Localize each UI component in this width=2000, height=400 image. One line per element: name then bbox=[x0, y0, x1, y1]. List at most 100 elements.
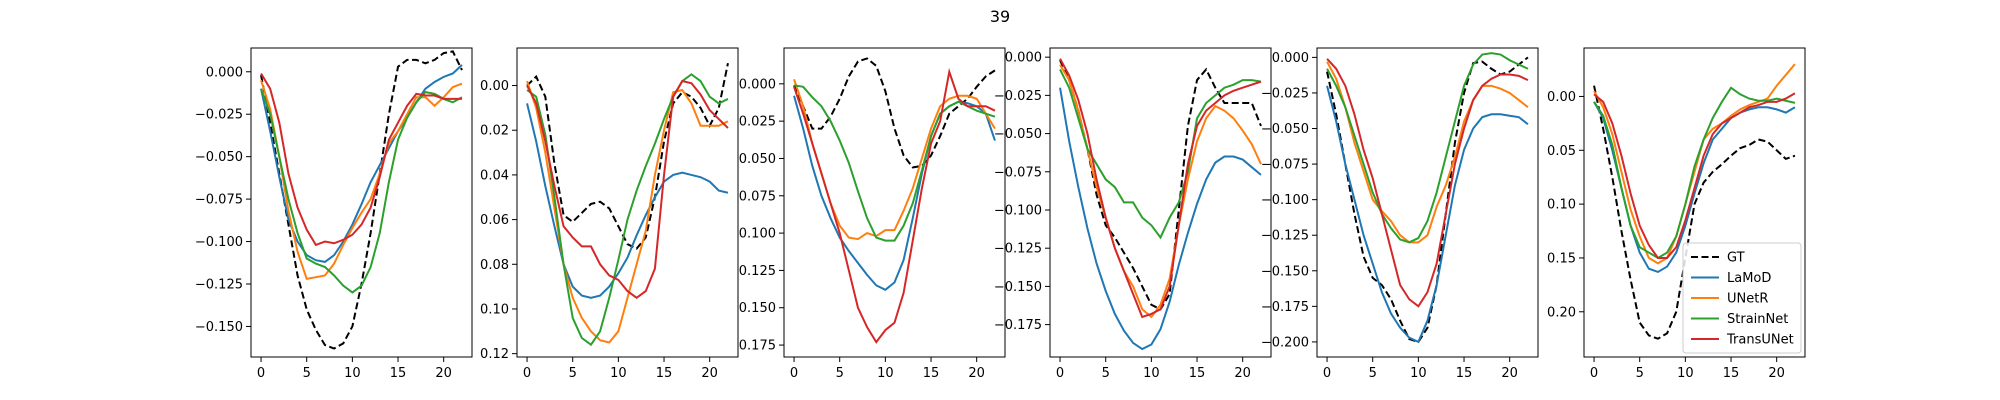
legend-label-transunet: TransUNet bbox=[1726, 333, 1794, 348]
series-line-transunet bbox=[260, 72, 462, 247]
series-line-strainnet bbox=[1326, 52, 1529, 244]
series-line-gt bbox=[1059, 59, 1262, 311]
x-tick-label: 20 bbox=[1501, 366, 1518, 381]
y-tick-label: −0.025 bbox=[195, 108, 243, 123]
y-tick-label: 0.05 bbox=[1547, 144, 1576, 159]
subplot-5: 0 5 10 15 20 0.000 −0.025 −0.050 −0.075 −0.100 −0.… bbox=[1261, 47, 1539, 381]
x-tick-label: 10 bbox=[610, 366, 627, 381]
series-line-strainnet bbox=[1059, 68, 1262, 240]
x-tick-label: 15 bbox=[1456, 366, 1473, 381]
series-line-gt bbox=[1593, 85, 1796, 340]
series-line-lamod bbox=[1059, 87, 1262, 351]
axes-frame bbox=[783, 47, 1006, 358]
y-tick-label: 0.12 bbox=[480, 347, 509, 362]
series-line-unetr bbox=[1059, 64, 1262, 319]
y-tick-label: −0.150 bbox=[1261, 264, 1309, 279]
axes-frame bbox=[1583, 47, 1806, 358]
x-tick-label: 5 bbox=[836, 366, 844, 381]
x-tick-label: 0 bbox=[523, 366, 531, 381]
y-tick-label: −0.075 bbox=[994, 165, 1042, 180]
x-tick-label: 0 bbox=[1056, 366, 1064, 381]
series-line-strainnet bbox=[1593, 86, 1796, 260]
y-tick-label: −0.150 bbox=[195, 320, 243, 335]
y-tick-label: 0.02 bbox=[480, 124, 509, 139]
legend: GT LaMoD UNetR StrainNet TransUNet bbox=[1682, 242, 1802, 354]
x-tick-label: 0 bbox=[1590, 366, 1598, 381]
legend-box bbox=[1682, 242, 1802, 354]
x-tick-label: 20 bbox=[1768, 366, 1785, 381]
series-line-lamod bbox=[260, 64, 463, 263]
series-line-transunet bbox=[526, 79, 729, 300]
y-tick-label: 0.100 bbox=[739, 227, 776, 242]
y-tick-label: −0.175 bbox=[1261, 300, 1309, 315]
y-tick-label: 0.000 bbox=[739, 77, 776, 92]
axes-frame bbox=[1049, 47, 1272, 358]
axes-frame bbox=[516, 47, 739, 358]
series-line-strainnet bbox=[526, 73, 729, 347]
series-line-transunet bbox=[793, 67, 996, 344]
y-tick-label: 0.00 bbox=[480, 79, 509, 94]
x-tick-label: 15 bbox=[1189, 366, 1206, 381]
y-tick-label: −0.100 bbox=[195, 235, 243, 250]
subplot-4: 0 5 10 15 20 0.000 −0.025 −0.050 −0.075 −0.100 −0.… bbox=[994, 47, 1272, 381]
x-tick-label: 15 bbox=[923, 366, 940, 381]
x-tick-label: 10 bbox=[1143, 366, 1160, 381]
series-line-gt bbox=[1326, 56, 1529, 344]
y-tick-label: −0.125 bbox=[1261, 229, 1309, 244]
series-line-strainnet bbox=[793, 84, 996, 242]
y-tick-label: 0.000 bbox=[1272, 51, 1309, 66]
series-line-unetr bbox=[260, 79, 463, 281]
x-tick-label: 15 bbox=[390, 366, 407, 381]
series-line-lamod bbox=[1326, 85, 1529, 344]
subplot-6: 0 5 10 15 20 0.00 0.05 0.10 0.15 0.20 bbox=[1547, 47, 1806, 381]
y-tick-label: −0.125 bbox=[195, 277, 243, 292]
series-line-gt bbox=[526, 62, 729, 250]
y-tick-label: 0.075 bbox=[739, 189, 776, 204]
axes-frame bbox=[1316, 47, 1539, 358]
series-line-unetr bbox=[1326, 61, 1529, 244]
y-tick-label: −0.025 bbox=[994, 89, 1042, 104]
y-tick-label: 0.04 bbox=[480, 168, 509, 183]
figure-title: 39 bbox=[990, 7, 1010, 26]
y-tick-label: −0.100 bbox=[994, 203, 1042, 218]
x-tick-label: 5 bbox=[303, 366, 311, 381]
legend-label-strainnet: StrainNet bbox=[1727, 312, 1788, 327]
series-line-gt bbox=[793, 57, 996, 169]
x-tick-label: 0 bbox=[790, 366, 798, 381]
series-line-transunet bbox=[1593, 92, 1796, 259]
y-tick-label: −0.200 bbox=[1261, 335, 1309, 350]
subplot-1: 0 5 10 15 20 0.000 −0.025 −0.050 −0.075 −0.100 −0.… bbox=[195, 47, 473, 381]
y-tick-label: 0.150 bbox=[739, 301, 776, 316]
y-tick-label: −0.075 bbox=[195, 193, 243, 208]
y-tick-label: 0.000 bbox=[1005, 51, 1042, 66]
legend-label-unetr: UNetR bbox=[1727, 292, 1768, 307]
x-tick-label: 0 bbox=[257, 366, 265, 381]
y-tick-label: −0.050 bbox=[1261, 122, 1309, 137]
y-tick-label: 0.050 bbox=[739, 152, 776, 167]
subplot-panels: 0 5 10 15 200.000−0.025−0.050−0.075−0.100−0.… bbox=[195, 47, 1806, 381]
series-line-transunet bbox=[1326, 58, 1529, 308]
x-tick-label: 10 bbox=[1677, 366, 1694, 381]
x-tick-label: 20 bbox=[701, 366, 718, 381]
x-tick-label: 0 bbox=[1323, 366, 1331, 381]
y-tick-label: 0.175 bbox=[739, 339, 776, 354]
y-tick-label: −0.050 bbox=[195, 150, 243, 165]
subplot-2: 0 5 10 15 20 0.00 0.02 0.04 0.06 0.08 0.10 0.12 bbox=[480, 47, 739, 381]
y-tick-label: 0.025 bbox=[739, 115, 776, 130]
y-tick-label: 0.00 bbox=[1547, 90, 1576, 105]
x-tick-label: 5 bbox=[569, 366, 577, 381]
x-tick-label: 20 bbox=[435, 366, 452, 381]
y-tick-label: −0.025 bbox=[1261, 86, 1309, 101]
y-tick-label: −0.075 bbox=[1261, 158, 1309, 173]
legend-label-lamod: LaMoD bbox=[1727, 271, 1771, 286]
y-tick-label: 0.10 bbox=[480, 302, 509, 317]
y-tick-label: 0.15 bbox=[1547, 251, 1576, 266]
series-line-strainnet bbox=[260, 88, 463, 294]
y-tick-label: 0.08 bbox=[480, 258, 509, 273]
x-tick-label: 5 bbox=[1369, 366, 1377, 381]
y-tick-label: 0.20 bbox=[1547, 305, 1576, 320]
x-tick-label: 15 bbox=[656, 366, 673, 381]
axes-frame bbox=[250, 47, 473, 358]
x-tick-label: 10 bbox=[344, 366, 361, 381]
